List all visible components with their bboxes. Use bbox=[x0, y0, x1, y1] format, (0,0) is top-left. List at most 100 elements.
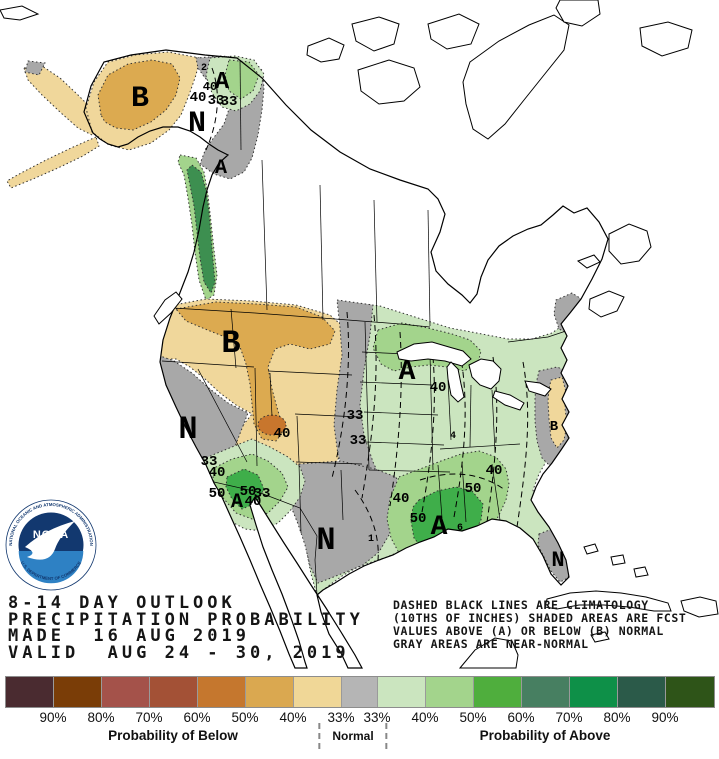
map-label-small-4: 4 bbox=[450, 431, 456, 442]
note-line-1: DASHED BLACK LINES ARE CLIMATOLOGY bbox=[393, 598, 649, 612]
legend-label-above-90%: 90% bbox=[651, 710, 679, 725]
title-line-3: MADE 16 AUG 2019 bbox=[8, 626, 250, 646]
note-line-4: GRAY AREAS ARE NEAR-NORMAL bbox=[393, 637, 589, 651]
legend-caption-normal: Normal bbox=[318, 723, 388, 749]
map-label-num-33: 33 bbox=[347, 408, 364, 424]
map-label-num-40: 40 bbox=[209, 465, 226, 481]
map-label-num-40: 40 bbox=[274, 426, 291, 442]
legend-cell-above-4 bbox=[570, 677, 618, 707]
map-label-letter-B: B bbox=[550, 419, 559, 435]
map-label-small-6: 6 bbox=[457, 523, 463, 534]
region-west-below40 bbox=[175, 301, 336, 442]
legend-caption-below: Probability of Below bbox=[108, 728, 238, 743]
region-alaska-below40 bbox=[97, 59, 181, 131]
map-label-letter-A: A bbox=[231, 491, 243, 514]
legend-cell-above-0 bbox=[378, 677, 426, 707]
legend-cell-above-1 bbox=[426, 677, 474, 707]
region-alaska-ne-above40 bbox=[224, 59, 260, 100]
region-bering-below33 bbox=[23, 65, 101, 136]
lake-superior bbox=[396, 341, 472, 367]
note-line-2: (10THS OF INCHES) SHADED AREAS ARE FCST bbox=[393, 611, 687, 625]
region-midatlantic-below33 bbox=[547, 376, 568, 449]
title-line-2: PRECIPITATION PROBABILITY bbox=[8, 609, 364, 630]
title-block: 8-14 DAY OUTLOOK PRECIPITATION PROBABILIT… bbox=[8, 595, 364, 661]
legend-cell-below-0 bbox=[6, 677, 54, 707]
island-novascotia bbox=[588, 290, 625, 318]
island-chukotka bbox=[0, 5, 40, 21]
legend-label-above-40%: 40% bbox=[411, 710, 439, 725]
coast-yucatan bbox=[458, 637, 519, 669]
map-label-num-50: 50 bbox=[465, 481, 482, 497]
map-label-num-40: 40 bbox=[245, 494, 262, 510]
map-label-num-40: 40 bbox=[190, 90, 207, 106]
noaa-logo: NOAA NATIONAL OCEANIC AND ATMOSPHERIC AD… bbox=[5, 499, 97, 591]
map-label-num-50: 50 bbox=[209, 486, 226, 502]
map-label-letter-N: N bbox=[551, 548, 564, 573]
legend-label-above-50%: 50% bbox=[459, 710, 487, 725]
legend-cell-above-3 bbox=[522, 677, 570, 707]
legend-cell-above-5 bbox=[618, 677, 666, 707]
island-greenland-1 bbox=[555, 0, 601, 27]
map-label-letter-A: A bbox=[215, 69, 230, 96]
island-arctic-1 bbox=[306, 37, 345, 63]
legend-cell-below-4 bbox=[198, 677, 246, 707]
map-label-num-33: 33 bbox=[350, 433, 367, 449]
map-label-num-40: 40 bbox=[393, 491, 410, 507]
map-label-small-2: 2 bbox=[201, 63, 207, 74]
title-line-4: VALID AUG 24 - 30, 2019 bbox=[8, 642, 350, 663]
lake-ontario bbox=[524, 380, 552, 397]
map-label-letter-N: N bbox=[178, 411, 197, 448]
map-label-small-1: 1 bbox=[368, 534, 374, 545]
map-label-num-33: 33 bbox=[254, 486, 271, 502]
legend-label-below-90%: 90% bbox=[39, 710, 67, 725]
lake-erie bbox=[492, 390, 525, 411]
island-bahamas-1 bbox=[583, 543, 599, 555]
island-cuba bbox=[544, 590, 672, 612]
map-label-letter-A: A bbox=[399, 357, 416, 388]
map-label-num-50: 50 bbox=[410, 511, 427, 527]
map-label-letter-B: B bbox=[131, 82, 149, 116]
island-vancouver bbox=[153, 291, 183, 325]
map-label-letter-A: A bbox=[431, 512, 448, 543]
legend-label-above-33%: 33% bbox=[363, 710, 391, 725]
legend-label-below-60%: 60% bbox=[183, 710, 211, 725]
map-label-num-40: 40 bbox=[430, 380, 447, 396]
note-block: DASHED BLACK LINES ARE CLIMATOLOGY (10THS… bbox=[393, 599, 686, 651]
island-bahamas-3 bbox=[633, 566, 649, 578]
legend-cell-below-1 bbox=[54, 677, 102, 707]
legend-label-above-70%: 70% bbox=[555, 710, 583, 725]
island-banks bbox=[351, 16, 400, 52]
map-label-num-50: 50 bbox=[240, 484, 257, 500]
legend-cell-normal bbox=[342, 677, 378, 707]
legend-label-below-50%: 50% bbox=[231, 710, 259, 725]
map-label-letter-N: N bbox=[188, 107, 206, 141]
seagull-icon bbox=[25, 521, 75, 560]
island-anticosti bbox=[576, 254, 601, 269]
lake-michigan bbox=[446, 361, 465, 403]
island-greenland-2 bbox=[639, 21, 693, 57]
island-jamaica bbox=[590, 631, 610, 643]
legend-colorbar bbox=[5, 676, 715, 708]
island-baffin bbox=[462, 14, 570, 140]
note-line-3: VALUES ABOVE (A) OR BELOW (B) NORMAL bbox=[393, 624, 664, 638]
legend-label-below-33%: 33% bbox=[327, 710, 355, 725]
island-arctic-2 bbox=[427, 13, 480, 50]
legend-label-above-80%: 80% bbox=[603, 710, 631, 725]
state-borders bbox=[161, 57, 576, 596]
legend-label-below-40%: 40% bbox=[279, 710, 307, 725]
island-hispaniola bbox=[680, 596, 719, 618]
map-label-num-40: 40 bbox=[486, 463, 503, 479]
title-line-1: 8-14 DAY OUTLOOK bbox=[8, 593, 236, 613]
legend-label-below-70%: 70% bbox=[135, 710, 163, 725]
legend-caption-above: Probability of Above bbox=[479, 728, 611, 743]
islands bbox=[0, 0, 719, 669]
logo-org-text: NOAA bbox=[33, 529, 69, 541]
legend-label-above-60%: 60% bbox=[507, 710, 535, 725]
map-label-num-33: 33 bbox=[221, 94, 238, 110]
map-label-num-33: 33 bbox=[208, 93, 225, 109]
region-bering-normal-tip bbox=[24, 60, 46, 76]
legend-cell-above-6 bbox=[666, 677, 714, 707]
